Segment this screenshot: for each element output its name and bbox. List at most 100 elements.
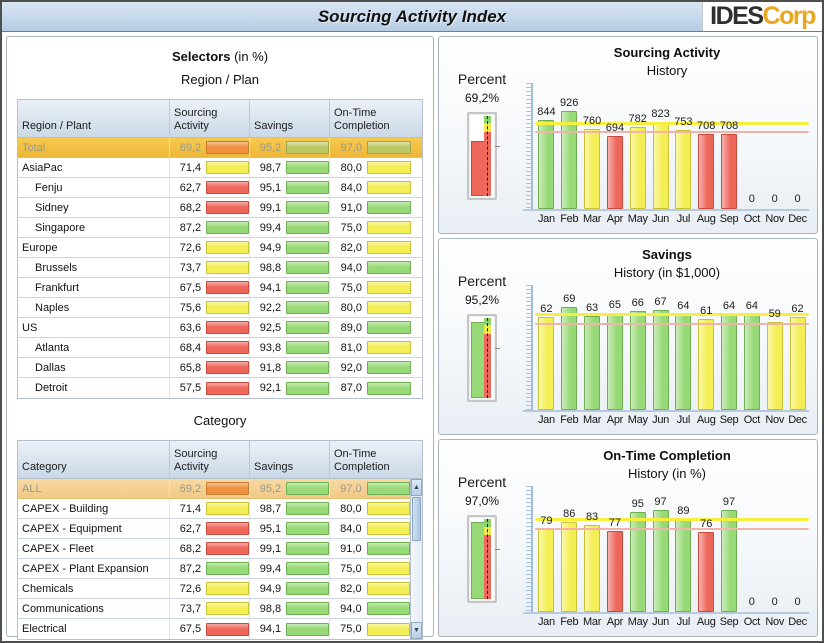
history-bar-feb [561,521,578,613]
metric-cell: 99,1 [250,198,330,217]
table-row-dallas[interactable]: Dallas 65,8 91,8 92,0 [18,358,422,378]
metric-cell: 67,5 [170,278,250,297]
table-row-all[interactable]: ALL 69,2 95,2 97,0 [18,479,410,499]
metric-value: 62,7 [179,522,202,535]
bar-value-label: 708 [697,120,716,133]
bar-slot-sep: 64 [718,285,741,411]
table-row-electrical[interactable]: Electrical 67,5 94,1 75,0 [18,619,410,639]
history-bar-mar [584,128,601,209]
metric-value: 84,0 [340,181,362,194]
metric-value: 98,7 [259,502,282,515]
metric-cell: 99,4 [250,218,330,237]
bar-slot-feb: 926 [558,83,581,209]
bar-value-label: 0 [748,192,755,205]
history-bar-sep [721,134,738,209]
table-row-total[interactable]: Total 69,2 95,2 97,0 [18,138,422,158]
table-row-capex-building[interactable]: CAPEX - Building 71,4 98,7 80,0 [18,499,410,519]
bar-slot-nov: 59 [763,285,786,411]
table-row-detroit[interactable]: Detroit 57,5 92,1 87,0 [18,378,422,398]
bar-value-label: 694 [605,121,625,134]
month-label-nov: Nov [765,616,785,629]
metric-cell: 72,6 [170,579,250,598]
month-label-oct: Oct [743,414,761,427]
month-label-aug: Aug [696,212,716,225]
bar-slot-jul: 89 [672,486,695,613]
bar-slot-jun: 67 [649,285,672,411]
table-row-naples[interactable]: Naples 75,6 92,2 80,0 [18,298,422,318]
metric-value: 92,0 [340,361,362,374]
table-row-us[interactable]: US 63,6 92,5 89,0 [18,318,422,338]
bar-value-label: 66 [631,297,644,310]
kpi-bar-green [286,301,329,314]
kpi-bar-green [367,261,411,274]
row-label: Fenju [18,178,170,197]
category-scrollbar[interactable]: ▲ ▼ [410,479,422,639]
kpi-bar-green [286,622,329,636]
bar-value-label: 782 [628,112,647,125]
table-row-capex-plant-expansion[interactable]: CAPEX - Plant Expansion 87,2 99,4 75,0 [18,559,410,579]
history-bar-jun [652,510,669,613]
history-bar-apr [606,135,623,209]
metric-cell: 75,0 [330,619,410,639]
metric-cell: 92,5 [250,318,330,337]
scroll-down-button[interactable]: ▼ [411,622,422,639]
history-bar-jul [675,518,692,613]
table-row-chemicals[interactable]: Chemicals 72,6 94,9 82,0 [18,579,410,599]
table-row-sidney[interactable]: Sidney 68,2 99,1 91,0 [18,198,422,218]
table-row-europe[interactable]: Europe 72,6 94,9 82,0 [18,238,422,258]
selectors-panel: Selectors (in %) Region / Plan Region / … [6,36,434,640]
row-label: Europe [18,238,170,257]
scroll-up-button[interactable]: ▲ [411,479,422,496]
month-label-nov: Nov [765,212,785,225]
metric-value: 82,0 [340,241,362,254]
metric-value: 81,0 [340,341,362,354]
metric-cell: 98,8 [250,258,330,277]
chart-body: 62 69 63 65 66 67 64 61 64 64 59 62 Jan Feb Mar Apr May… [523,284,809,431]
row-label: CAPEX - Building [18,499,170,518]
target-line-yellow [535,517,809,521]
metric-value: 73,7 [179,602,202,615]
scrollbar-track[interactable] [411,542,422,622]
metric-cell: 92,2 [250,298,330,317]
metric-cell: 97,0 [330,138,422,157]
metric-value: 65,8 [179,361,202,374]
metric-value: 62,7 [179,181,202,194]
metric-cell: 87,2 [170,218,250,237]
scrollbar-thumb[interactable] [412,497,421,541]
month-axis-labels: Jan Feb Mar Apr May Jun Jul Aug Sep Oct Nov Dec [535,414,809,429]
metric-cell: 63,6 [170,318,250,337]
kpi-bar-yellow [366,522,410,535]
metric-value: 87,2 [179,221,202,234]
table-row-frankfurt[interactable]: Frankfurt 67,5 94,1 75,0 [18,278,422,298]
table-row-communications[interactable]: Communications 73,7 98,8 94,0 [18,599,410,619]
selectors-heading-suffix: (in %) [230,49,269,64]
table-row-atlanta[interactable]: Atlanta 68,4 93,8 81,0 [18,338,422,358]
kpi-bar-green [286,361,329,374]
table-row-capex-fleet[interactable]: CAPEX - Fleet 68,2 99,1 91,0 [18,539,410,559]
bar-value-label: 97 [722,496,736,509]
metric-cell: 75,0 [330,218,422,237]
history-bar-jun [652,309,669,411]
table-row-capex-equipment[interactable]: CAPEX - Equipment 62,7 95,1 84,0 [18,519,410,539]
column-header-region-plant: Region / Plant [18,100,170,137]
bar-slot-mar: 760 [581,83,604,209]
table-row-fenju[interactable]: Fenju 62,7 95,1 84,0 [18,178,422,198]
bar-value-label: 753 [674,115,693,128]
metric-cell: 71,4 [170,499,250,518]
metric-value: 71,4 [179,161,202,174]
kpi-bar-yellow [206,301,249,314]
chart-subtitle: History (in %) [627,466,706,482]
chart-subtitle: History (in $1,000) [613,264,721,280]
metric-value: 72,6 [179,241,202,254]
column-header-category: Category [18,441,170,478]
metric-cell: 98,7 [250,499,330,518]
kpi-bar-green [286,281,329,294]
table-row-singapore[interactable]: Singapore 87,2 99,4 75,0 [18,218,422,238]
month-label-jul: Jul [676,616,690,629]
target-line-red [535,528,809,531]
y-axis [523,486,533,613]
table-row-brussels[interactable]: Brussels 73,7 98,8 94,0 [18,258,422,278]
table-row-asiapac[interactable]: AsiaPac 71,4 98,7 80,0 [18,158,422,178]
metric-cell: 71,4 [170,158,250,177]
